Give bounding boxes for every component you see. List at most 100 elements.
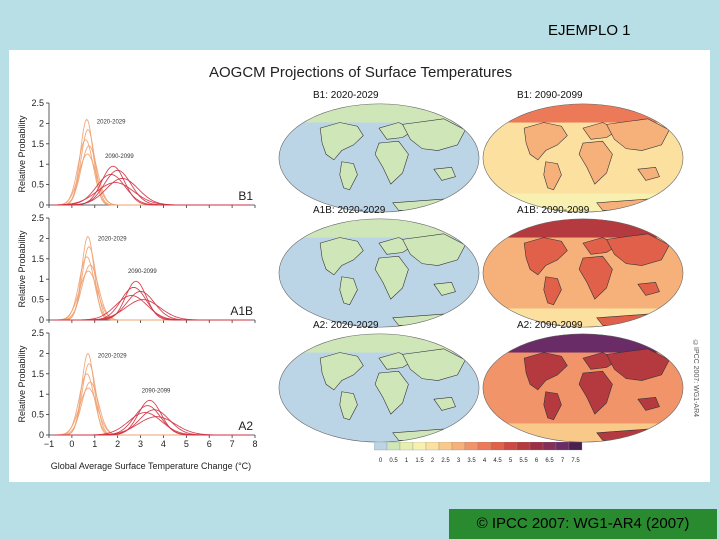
near-period-label: 2020-2029 xyxy=(98,236,127,242)
projection-map xyxy=(482,103,684,213)
far-term-curve xyxy=(53,290,251,321)
continent-shape xyxy=(319,237,364,276)
continent-shape xyxy=(374,370,409,415)
continent-shape xyxy=(319,122,364,161)
y-tick-label: 0.5 xyxy=(31,410,44,420)
colorbar-label: 0 xyxy=(379,458,383,464)
continent-shape xyxy=(578,140,613,185)
panel-b1: 0 0.5 1 1.5 2 2.5 Relative Probability 2020-202… xyxy=(17,98,256,210)
continent-shape xyxy=(543,161,562,191)
continent-shape xyxy=(578,370,613,415)
colorbar-label: 5.5 xyxy=(519,458,528,464)
projection-map xyxy=(482,218,684,328)
projection-map xyxy=(278,333,480,443)
y-tick-label: 1.5 xyxy=(31,254,44,264)
map-label: A1B: 2020-2029 xyxy=(313,205,386,216)
x-tick-label: 0 xyxy=(69,439,74,449)
far-term-curve xyxy=(53,165,251,206)
x-tick-label: 5 xyxy=(184,439,189,449)
continent-shape xyxy=(402,233,466,266)
scenario-label: A2 xyxy=(238,419,253,433)
near-term-curve xyxy=(53,128,251,206)
x-tick-label: −1 xyxy=(44,439,54,449)
arctic-band xyxy=(482,333,684,353)
map-label: A1B: 2090-2099 xyxy=(517,205,590,216)
map-body xyxy=(278,103,480,213)
southern-band xyxy=(278,308,480,328)
colorbar-swatch xyxy=(568,442,583,451)
colorbar-swatch xyxy=(464,442,479,451)
colorbar-label: 4.5 xyxy=(493,458,502,464)
colorbar-label: 2.5 xyxy=(441,458,450,464)
arctic-band xyxy=(482,103,684,123)
credit-box: © IPCC 2007: WG1-AR4 (2007) xyxy=(449,509,717,539)
continent-shape xyxy=(606,233,670,266)
near-period-label: 2020-2029 xyxy=(98,353,127,359)
continent-shape xyxy=(637,167,660,181)
continent-shape xyxy=(433,282,456,296)
x-tick-label: 2 xyxy=(115,439,120,449)
y-axis-label: Relative Probability xyxy=(17,230,27,308)
map-outline xyxy=(482,333,684,443)
arctic-band xyxy=(278,103,480,123)
map-outline xyxy=(278,103,480,213)
colorbar-label: 3 xyxy=(457,458,461,464)
y-axis-label: Relative Probability xyxy=(17,115,27,193)
map-body xyxy=(482,333,684,443)
map-label: A2: 2020-2029 xyxy=(313,320,379,331)
far-term-curve xyxy=(53,412,251,436)
map-label: A2: 2090-2099 xyxy=(517,320,583,331)
colorbar-label: 3.5 xyxy=(467,458,476,464)
colorbar-swatch xyxy=(412,442,427,451)
y-tick-label: 0.5 xyxy=(31,295,44,305)
far-period-label: 2090-2099 xyxy=(142,388,171,394)
colorbar-label: 6 xyxy=(535,458,539,464)
colorbar-swatch xyxy=(438,442,453,451)
far-term-curve xyxy=(53,280,251,321)
y-tick-label: 1 xyxy=(39,274,44,284)
colorbar-swatch xyxy=(516,442,531,451)
colorbar-label: 7 xyxy=(561,458,565,464)
continent-shape xyxy=(523,122,568,161)
y-tick-label: 1 xyxy=(39,389,44,399)
colorbar-label: 2 xyxy=(431,458,435,464)
colorbar-label: 4 xyxy=(483,458,487,464)
colorbar-swatch xyxy=(386,442,401,451)
far-term-curve xyxy=(53,416,251,436)
near-term-curve xyxy=(53,118,251,206)
far-term-curve xyxy=(53,182,251,206)
arctic-band xyxy=(482,218,684,238)
map-label: B1: 2090-2099 xyxy=(517,90,583,101)
southern-band xyxy=(278,423,480,443)
colorbar-swatch xyxy=(542,442,557,451)
ipcc-watermark: ©IPCC 2007: WG1-AR4 xyxy=(692,340,699,418)
continent-shape xyxy=(606,348,670,381)
continent-shape xyxy=(374,255,409,300)
continent-shape xyxy=(339,391,358,421)
continent-shape xyxy=(637,282,660,296)
map-outline xyxy=(278,218,480,328)
near-term-curve xyxy=(53,270,251,321)
colorbar-label: 1.5 xyxy=(415,458,424,464)
map-body xyxy=(482,103,684,213)
y-tick-label: 0.5 xyxy=(31,180,44,190)
y-tick-label: 2.5 xyxy=(31,213,44,223)
far-term-curve xyxy=(53,286,251,321)
far-term-curve xyxy=(53,299,251,321)
continent-shape xyxy=(523,352,568,391)
map-label: B1: 2020-2029 xyxy=(313,90,379,101)
colorbar-swatch xyxy=(399,442,414,451)
far-term-curve xyxy=(53,409,251,436)
colorbar-swatch xyxy=(555,442,570,451)
colorbar-swatch xyxy=(490,442,505,451)
projection-map xyxy=(482,333,684,443)
colorbar-swatch xyxy=(425,442,440,451)
colorbar-swatch xyxy=(374,442,388,451)
map-body xyxy=(278,218,480,328)
y-tick-label: 2 xyxy=(39,233,44,243)
near-term-curve xyxy=(53,139,251,206)
x-axis-label: Global Average Surface Temperature Chang… xyxy=(51,461,251,471)
continent-shape xyxy=(637,397,660,411)
y-tick-label: 1.5 xyxy=(31,369,44,379)
y-tick-label: 2.5 xyxy=(31,328,44,338)
